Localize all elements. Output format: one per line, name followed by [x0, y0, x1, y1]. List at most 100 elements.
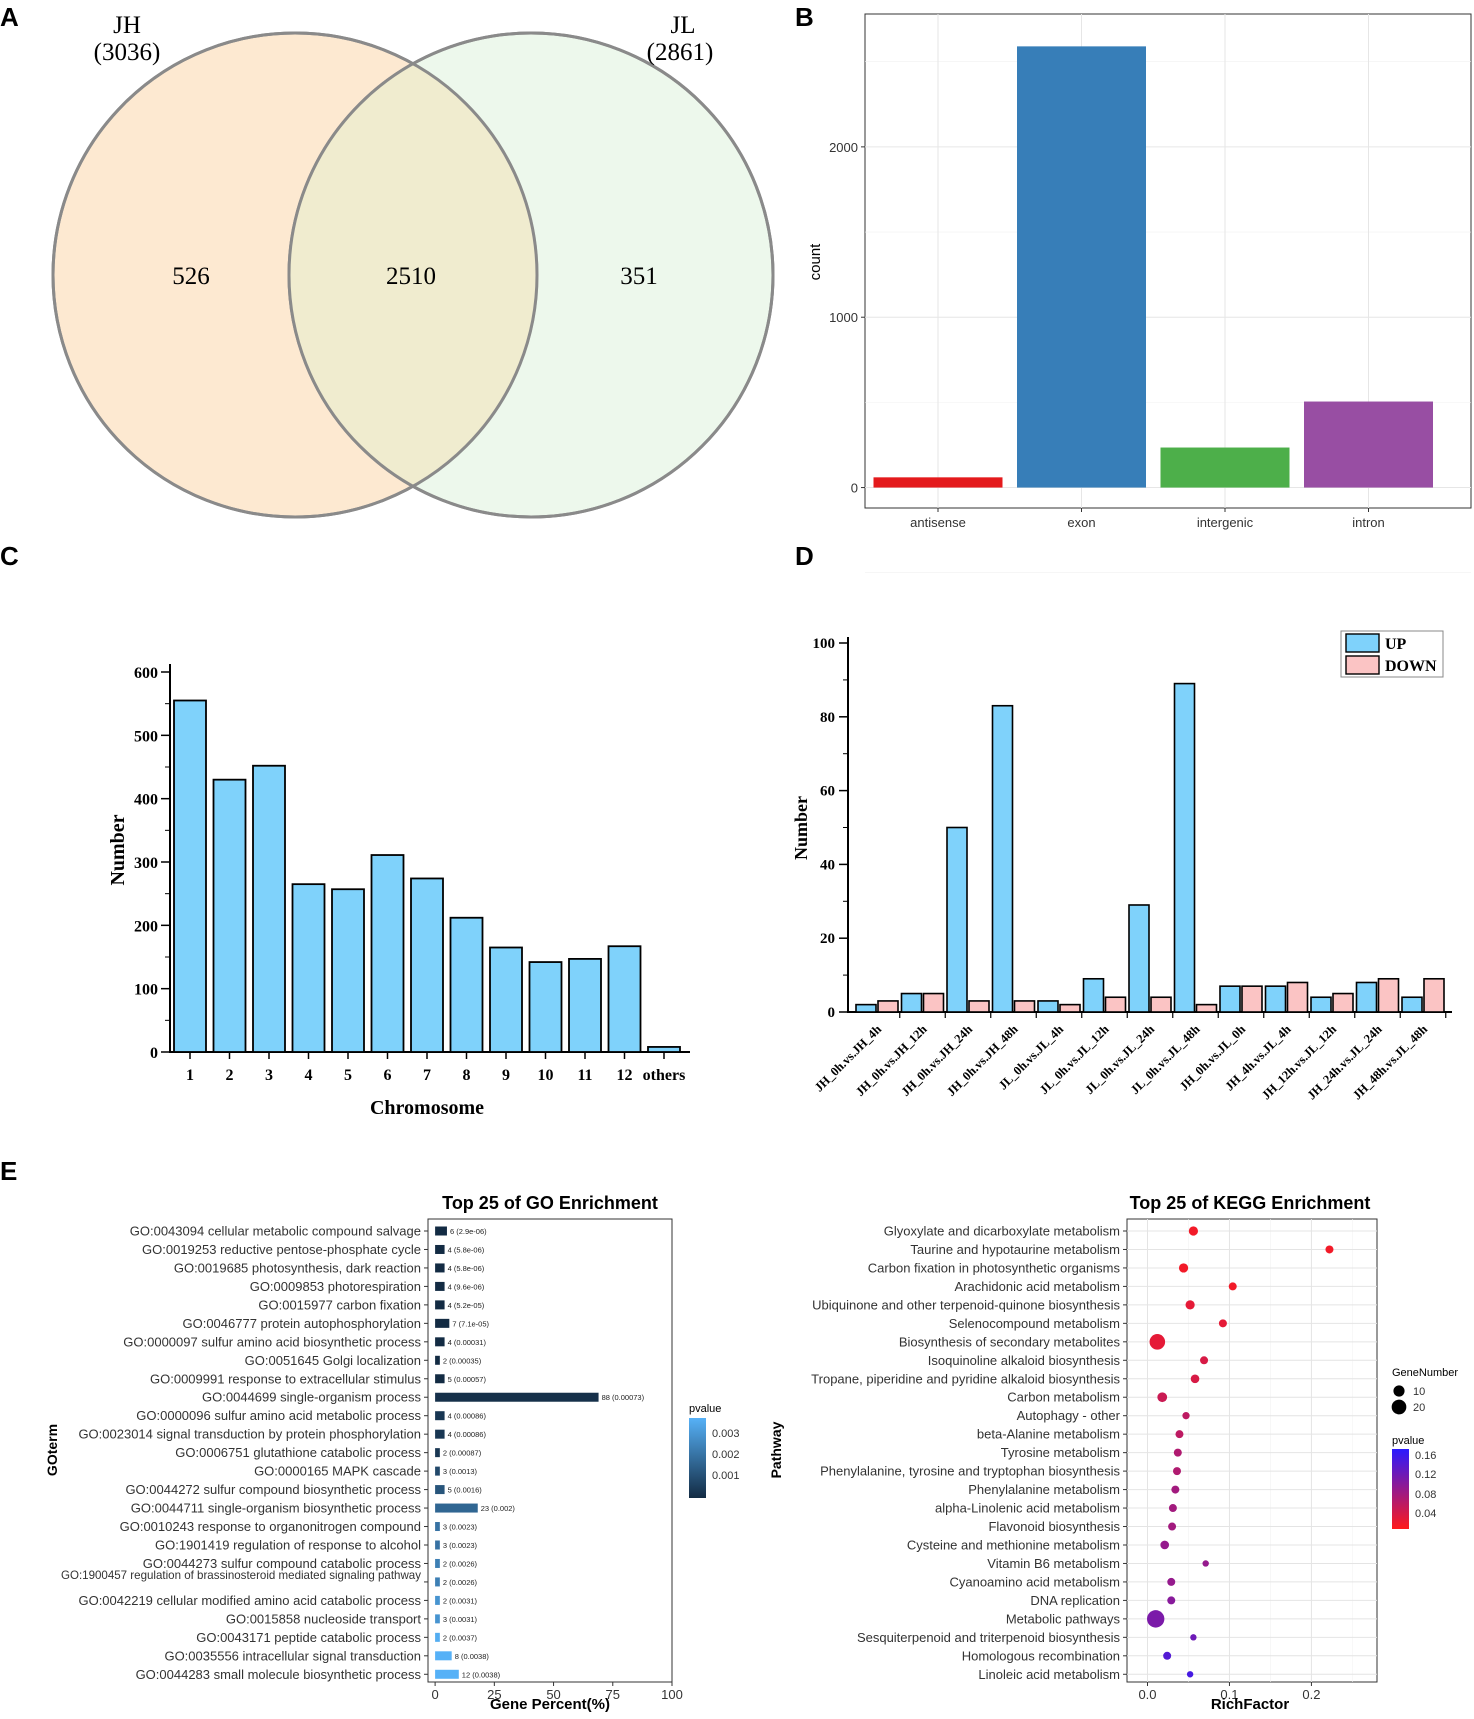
go-bar-label: 2 (0.0026) — [443, 1559, 478, 1568]
go-bar-label: 4 (5.2e-05) — [448, 1301, 485, 1310]
go-bar — [435, 1540, 440, 1550]
panel-d-ytick-label: 60 — [820, 784, 835, 800]
kegg-point — [1218, 1319, 1227, 1328]
kegg-point — [1168, 1522, 1177, 1531]
bar-chromosome-others — [647, 1046, 681, 1053]
legend-up-swatch — [1345, 633, 1380, 653]
go-bar — [435, 1558, 440, 1568]
bar-up-JH_0h.vs.JH_4h — [855, 1003, 877, 1013]
kegg-pathway-label: Biosynthesis of secondary metabolites — [899, 1334, 1121, 1349]
kegg-point — [1173, 1448, 1182, 1457]
go-term-label: GO:0009991 response to extracellular sti… — [150, 1371, 421, 1386]
go-bar — [435, 1337, 445, 1347]
legend-down-label: DOWN — [1385, 658, 1437, 675]
go-term-label: GO:0000165 MAPK cascade — [254, 1464, 421, 1479]
panel-c-xtick-label: 6 — [384, 1067, 392, 1084]
kegg-pathway-label: Flavonoid biosynthesis — [988, 1519, 1120, 1534]
venn-outline-jh — [51, 31, 539, 519]
bar-up-JL_0h.vs.JL_48h — [1173, 682, 1196, 1013]
panel-c-xlabel: Chromosome — [370, 1097, 484, 1119]
bar-up-JL_0h.vs.JL_24h — [1128, 904, 1150, 1013]
go-term-label: GO:0035556 intracellular signal transduc… — [164, 1648, 421, 1663]
kegg-point — [1202, 1560, 1209, 1567]
panel-c-xtick-label: others — [643, 1067, 686, 1084]
go-term-label: GO:0051645 Golgi localization — [245, 1353, 421, 1368]
kegg-size-legend-dot — [1393, 1385, 1405, 1397]
go-bar-label: 6 (2.9e-06) — [450, 1227, 487, 1236]
kegg-pathway-label: Tropane, piperidine and pyridine alkaloi… — [811, 1371, 1120, 1386]
go-ylabel: GOterm — [44, 1424, 60, 1476]
go-bar — [435, 1429, 445, 1439]
panel-b-ylabel: count — [807, 243, 824, 281]
panel-c-xtick-label: 9 — [502, 1067, 510, 1084]
go-term-label: GO:0000097 sulfur amino acid biosyntheti… — [123, 1334, 421, 1349]
panel-b-ytick-label: 0 — [851, 481, 858, 496]
go-term-label: GO:0019253 reductive pentose-phosphate c… — [142, 1242, 421, 1257]
panel-label-c: C — [0, 541, 19, 571]
bar-up-JH_48h.vs.JL_48h — [1401, 996, 1423, 1013]
go-bar — [435, 1485, 445, 1495]
kegg-size-legend-label: 20 — [1413, 1402, 1425, 1414]
go-bar-label: 3 (0.0023) — [443, 1541, 478, 1550]
go-legend-title: pvalue — [689, 1403, 721, 1415]
bar-down-JH_0h.vs.JL_0h — [1241, 985, 1263, 1013]
go-bar-label: 2 (0.00035) — [443, 1356, 482, 1365]
go-legend-tick-label: 0.002 — [712, 1449, 740, 1461]
go-bar — [435, 1374, 445, 1384]
panel-d-ytick-label: 20 — [820, 931, 835, 947]
kegg-point — [1171, 1485, 1180, 1494]
go-bar — [435, 1392, 599, 1402]
bar-up-JL_0h.vs.JL_12h — [1082, 977, 1105, 1013]
panel-c-xtick-label: 3 — [265, 1067, 273, 1084]
panel-label-b: B — [795, 2, 814, 32]
bar-chromosome-5 — [331, 888, 365, 1053]
go-legend-tick-label: 0.003 — [712, 1428, 740, 1440]
go-title: Top 25 of GO Enrichment — [442, 1193, 658, 1213]
venn-intersection — [289, 64, 537, 486]
panel-c-xtick-label: 2 — [226, 1067, 234, 1084]
legend-up-label: UP — [1385, 636, 1407, 653]
bar-up-JL_0h.vs.JL_4h — [1037, 1000, 1059, 1013]
kegg-point — [1173, 1467, 1181, 1476]
kegg-point — [1160, 1540, 1170, 1550]
kegg-xtick-label: 0.2 — [1302, 1687, 1320, 1702]
kegg-point — [1200, 1356, 1209, 1365]
go-term-label: GO:1900457 regulation of brassinosteroid… — [61, 1568, 421, 1582]
kegg-size-legend-label: 10 — [1413, 1386, 1425, 1398]
kegg-pathway-label: DNA replication — [1030, 1593, 1120, 1608]
kegg-title: Top 25 of KEGG Enrichment — [1130, 1193, 1371, 1213]
go-term-label: GO:0044711 single-organism biosynthetic … — [131, 1501, 422, 1516]
kegg-point — [1185, 1300, 1195, 1310]
go-term-label: GO:0043094 cellular metabolic compound s… — [130, 1224, 421, 1239]
go-bar-label: 12 (0.0038) — [462, 1670, 501, 1679]
bar-intron — [1304, 401, 1433, 488]
kegg-point — [1190, 1374, 1200, 1384]
kegg-pathway-label: Selenocompound metabolism — [949, 1316, 1120, 1331]
kegg-legend-tick-label: 0.12 — [1415, 1469, 1436, 1481]
go-xtick-label: 0 — [431, 1687, 438, 1702]
go-bar — [435, 1226, 447, 1236]
go-term-label: GO:0046777 protein autophosphorylation — [182, 1316, 421, 1331]
panel-b-ytick-label: 1000 — [829, 310, 858, 325]
go-bar — [435, 1411, 445, 1421]
kegg-legend-colorbar — [1392, 1449, 1409, 1529]
bar-down-JH_48h.vs.JL_48h — [1423, 977, 1445, 1013]
kegg-pathway-label: Metabolic pathways — [1006, 1611, 1121, 1626]
kegg-pathway-label: Glyoxylate and dicarboxylate metabolism — [884, 1224, 1120, 1239]
go-term-label: GO:0009853 photorespiration — [250, 1279, 421, 1294]
panel-d-ytick-label: 80 — [820, 710, 835, 726]
go-plot-area — [427, 1218, 673, 1683]
venn-outline-jl — [287, 31, 775, 519]
go-bar-label: 2 (0.0031) — [443, 1596, 478, 1605]
bar-up-JH_0h.vs.JH_24h — [946, 826, 968, 1013]
bar-chromosome-9 — [489, 946, 523, 1053]
panel-c-xtick-label: 8 — [463, 1067, 471, 1084]
go-bar-label: 23 (0.002) — [481, 1504, 516, 1513]
kegg-point — [1163, 1651, 1172, 1660]
kegg-point — [1157, 1392, 1168, 1403]
go-xtick-label: 75 — [606, 1687, 620, 1702]
bar-chromosome-3 — [252, 764, 286, 1053]
kegg-xtick-label: 0.1 — [1220, 1687, 1238, 1702]
bar-down-JH_0h.vs.JH_24h — [968, 1000, 990, 1013]
